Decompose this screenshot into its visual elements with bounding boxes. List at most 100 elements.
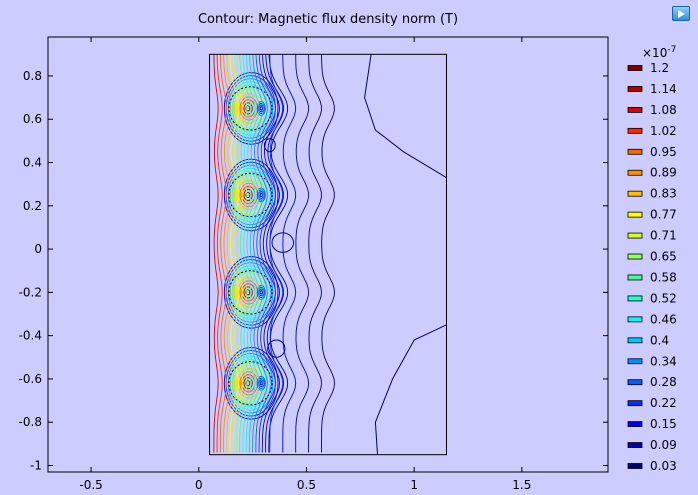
y-tick-label: 0.6 <box>23 112 42 126</box>
colorbar-label: 0.46 <box>650 312 677 326</box>
x-tick-label: 1.5 <box>512 478 531 492</box>
contour-line <box>229 54 240 453</box>
contour-line <box>252 54 268 453</box>
plot-area <box>47 36 609 473</box>
colorbar-label: 0.22 <box>650 396 677 410</box>
contour-line <box>248 54 264 453</box>
contour-line <box>245 54 260 453</box>
colorbar-label: 1.2 <box>650 61 669 75</box>
contour-line <box>243 377 253 390</box>
x-tick-label: 1 <box>410 478 418 492</box>
contour-line <box>242 54 256 453</box>
isolated-contour <box>263 138 276 153</box>
contour-line <box>282 54 297 453</box>
colorbar-swatch <box>627 148 643 155</box>
contour-line <box>259 290 263 295</box>
y-tick-label: 0.8 <box>23 69 42 83</box>
colorbar-swatch <box>627 295 643 302</box>
colorbar: 1.2 1.14 1.08 1.02 0.95 0.89 0.83 0.77 0.71 0.65 0… <box>627 61 677 473</box>
y-tick-label: -0.2 <box>19 285 42 299</box>
contour-line <box>236 54 248 453</box>
coil-outlines <box>228 86 273 406</box>
y-tick-label: -0.6 <box>19 372 42 386</box>
contour-line <box>245 191 251 199</box>
colorbar-label: 0.4 <box>650 333 669 347</box>
y-tick-label: -1 <box>30 459 42 473</box>
contour-line <box>232 54 244 453</box>
colorbar-swatch <box>627 127 643 134</box>
colorbar-label: 0.03 <box>650 459 677 473</box>
colorbar-label: 0.77 <box>650 208 677 222</box>
colorbar-swatch <box>627 65 643 71</box>
domain-boundary <box>209 53 447 456</box>
colorbar-label: 0.15 <box>650 417 677 431</box>
contour-line <box>261 54 280 453</box>
y-tick-label: 0.2 <box>23 199 42 213</box>
colorbar-swatch <box>627 400 643 407</box>
contour-line <box>257 102 265 115</box>
x-tick-label: -0.5 <box>79 478 102 492</box>
contour-line <box>257 377 265 389</box>
colorbar-label: 0.58 <box>650 270 677 284</box>
coil-outline <box>228 172 273 218</box>
colorbar-swatch <box>627 106 643 113</box>
contour-line <box>256 285 266 300</box>
contour-line <box>227 78 274 139</box>
colorbar-swatch <box>627 337 643 344</box>
contour-line <box>243 286 253 299</box>
contour-line <box>256 101 266 116</box>
contour-line <box>239 54 252 453</box>
contour-line <box>243 102 253 115</box>
colorbar-label: 0.34 <box>650 354 677 368</box>
contour-line <box>245 289 251 296</box>
contour-line <box>258 54 276 453</box>
colorbar-swatch <box>627 211 643 218</box>
contour-line <box>259 381 263 386</box>
colorbar-swatch <box>627 86 643 92</box>
contour-line <box>269 54 284 453</box>
contour-line <box>308 54 322 453</box>
isolated-contour <box>267 339 286 358</box>
y-tick-label: 0 <box>34 242 42 256</box>
colorbar-label: 0.65 <box>650 250 677 264</box>
contour-line <box>364 54 447 179</box>
colorbar-swatch <box>627 190 643 197</box>
contour-line <box>227 353 274 414</box>
contour-line <box>256 375 266 391</box>
isolated-contour <box>271 232 295 253</box>
y-tick-label: 0.4 <box>23 156 42 170</box>
contour-line <box>257 189 265 201</box>
contour-line <box>226 54 235 453</box>
colorbar-swatch <box>627 463 643 469</box>
colorbar-label: 0.52 <box>650 291 677 305</box>
colorbar-label: 1.02 <box>650 124 677 138</box>
colorbar-label: 0.83 <box>650 187 677 201</box>
contour-line <box>256 187 266 203</box>
colorbar-label: 0.28 <box>650 375 677 389</box>
contour-line <box>245 105 251 112</box>
colorbar-swatch <box>627 169 643 176</box>
colorbar-exponent: ×10-7 <box>642 45 677 60</box>
colorbar-label: 0.09 <box>650 438 677 452</box>
y-axis: 0.8 0.6 0.4 0.2 0 -0.2 -0.4 -0.6 -0.8 -1 <box>19 69 608 473</box>
colorbar-swatch <box>627 358 643 365</box>
contour-line <box>257 286 265 298</box>
colorbar-label: 1.14 <box>650 82 677 96</box>
coil-outline <box>228 86 273 131</box>
export-icon[interactable] <box>672 6 690 21</box>
colorbar-swatch <box>627 316 643 323</box>
colorbar-label: 0.95 <box>650 145 677 159</box>
contour-line <box>216 54 223 453</box>
colorbar-swatch <box>627 253 643 260</box>
colorbar-swatch <box>627 232 643 239</box>
contour-line <box>265 54 285 453</box>
x-tick-label: 0.5 <box>297 478 316 492</box>
colorbar-swatch <box>627 421 643 428</box>
colorbar-label: 0.89 <box>650 166 677 180</box>
contour-line <box>321 54 335 453</box>
contour-line <box>259 192 263 198</box>
contour-line <box>243 188 253 202</box>
contour-line <box>268 54 289 453</box>
colorbar-label: 1.08 <box>650 103 677 117</box>
contour-line <box>259 106 263 111</box>
